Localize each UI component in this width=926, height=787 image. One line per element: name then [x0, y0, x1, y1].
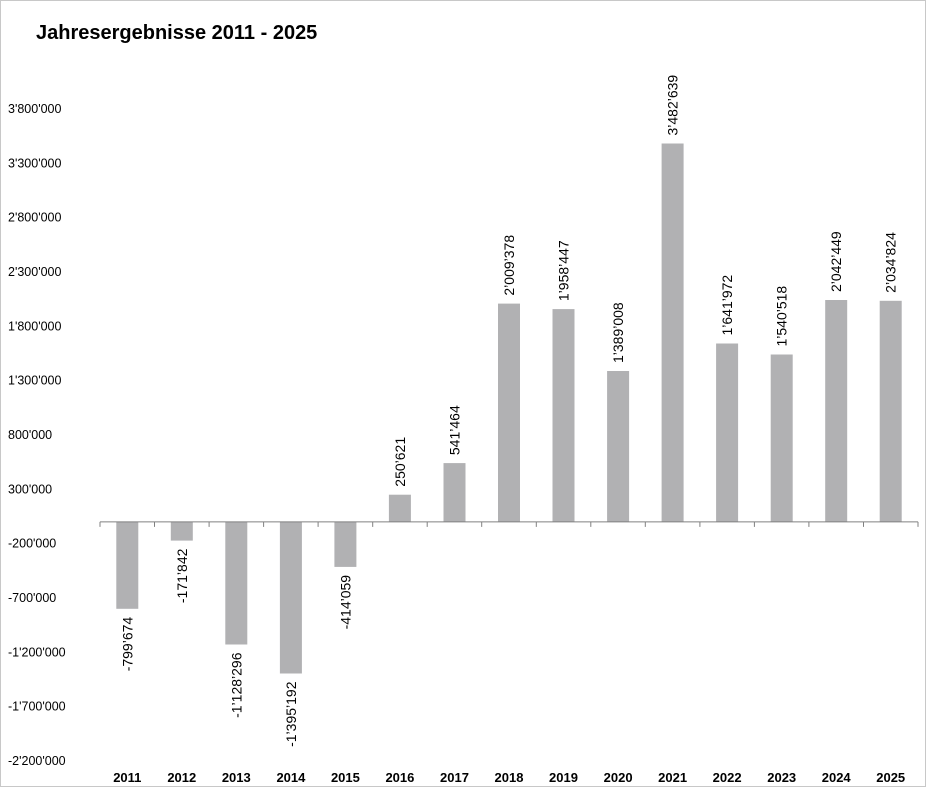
y-tick-label: -700'000: [8, 591, 56, 605]
axis-group: [99, 521, 919, 527]
x-tick-label: 2019: [549, 770, 578, 785]
bar-2019: [552, 309, 575, 522]
bar-2017: [443, 463, 466, 522]
x-tick-label: 2018: [495, 770, 524, 785]
data-label: -171’842: [174, 548, 190, 603]
x-tick-label: 2011: [113, 770, 141, 785]
x-tick-label: 2020: [604, 770, 633, 785]
bar-2020: [607, 371, 630, 522]
x-tick-label: 2025: [876, 770, 905, 785]
bar-2024: [825, 300, 848, 522]
bar-2011: [116, 521, 139, 609]
y-tick-label: 300'000: [8, 482, 52, 496]
y-tick-label: 1'300'000: [8, 374, 61, 388]
bar-2023: [770, 354, 793, 522]
x-tick-label: 2024: [822, 770, 852, 785]
y-tick-label: 2'800'000: [8, 211, 61, 225]
bar-2021: [661, 143, 684, 522]
bar-2015: [334, 521, 357, 567]
x-tick-label: 2014: [276, 770, 306, 785]
data-label: 1’958’447: [556, 240, 572, 301]
x-tick-label: 2023: [767, 770, 796, 785]
bars-group: [116, 143, 902, 674]
x-tick-label: 2022: [713, 770, 742, 785]
data-label: 541’464: [447, 405, 463, 455]
x-tick-label: 2013: [222, 770, 251, 785]
data-labels: -799’674 -171’842 -1’128’296 -1’395’192 -414…: [119, 75, 898, 747]
data-label: 2’034’824: [883, 232, 899, 293]
data-label: 2’009’378: [501, 235, 517, 296]
data-label: -414’059: [337, 575, 353, 630]
y-tick-label: -2'200'000: [8, 754, 66, 768]
bar-2013: [225, 521, 248, 645]
y-tick-label: -200'000: [8, 537, 56, 551]
data-label: 1’540’518: [774, 286, 790, 347]
y-tick-label: 2'300'000: [8, 265, 61, 279]
y-tick-label: -1'200'000: [8, 645, 66, 659]
chart-title: Jahresergebnisse 2011 - 2025: [36, 22, 318, 44]
x-tick-label: 2017: [440, 770, 469, 785]
data-label: 250’621: [392, 437, 408, 487]
bar-2025: [879, 300, 902, 522]
x-tick-label: 2016: [385, 770, 414, 785]
data-label: 1’641’972: [719, 275, 735, 336]
data-label: 2’042’449: [828, 231, 844, 292]
bar-2022: [716, 343, 739, 522]
data-label: -1’395’192: [283, 681, 299, 747]
y-tick-label: 1'800'000: [8, 319, 61, 333]
y-tick-label: 3'800'000: [8, 102, 61, 116]
data-label: 3’482’639: [665, 75, 681, 136]
x-tick-labels: 2011 2012 2013 2014 2015 2016 2017 2018 2019 2020…: [113, 770, 905, 785]
y-tick-label: 3'300'000: [8, 156, 61, 170]
bar-2018: [498, 303, 520, 522]
x-tick-label: 2021: [658, 770, 687, 785]
y-tick-labels: 3'800'000 3'300'000 2'800'000 2'300'000 1'80…: [8, 102, 66, 768]
x-tick-label: 2015: [331, 770, 360, 785]
x-tick-label: 2012: [167, 770, 196, 785]
data-label: -1’128’296: [228, 652, 244, 718]
bar-2016: [388, 494, 411, 522]
bar-2014: [279, 521, 302, 674]
data-label: -799’674: [119, 617, 135, 672]
bar-2012: [170, 521, 193, 541]
y-tick-label: 800'000: [8, 428, 52, 442]
data-label: 1’389’008: [610, 302, 626, 363]
y-tick-label: -1'700'000: [8, 700, 66, 714]
